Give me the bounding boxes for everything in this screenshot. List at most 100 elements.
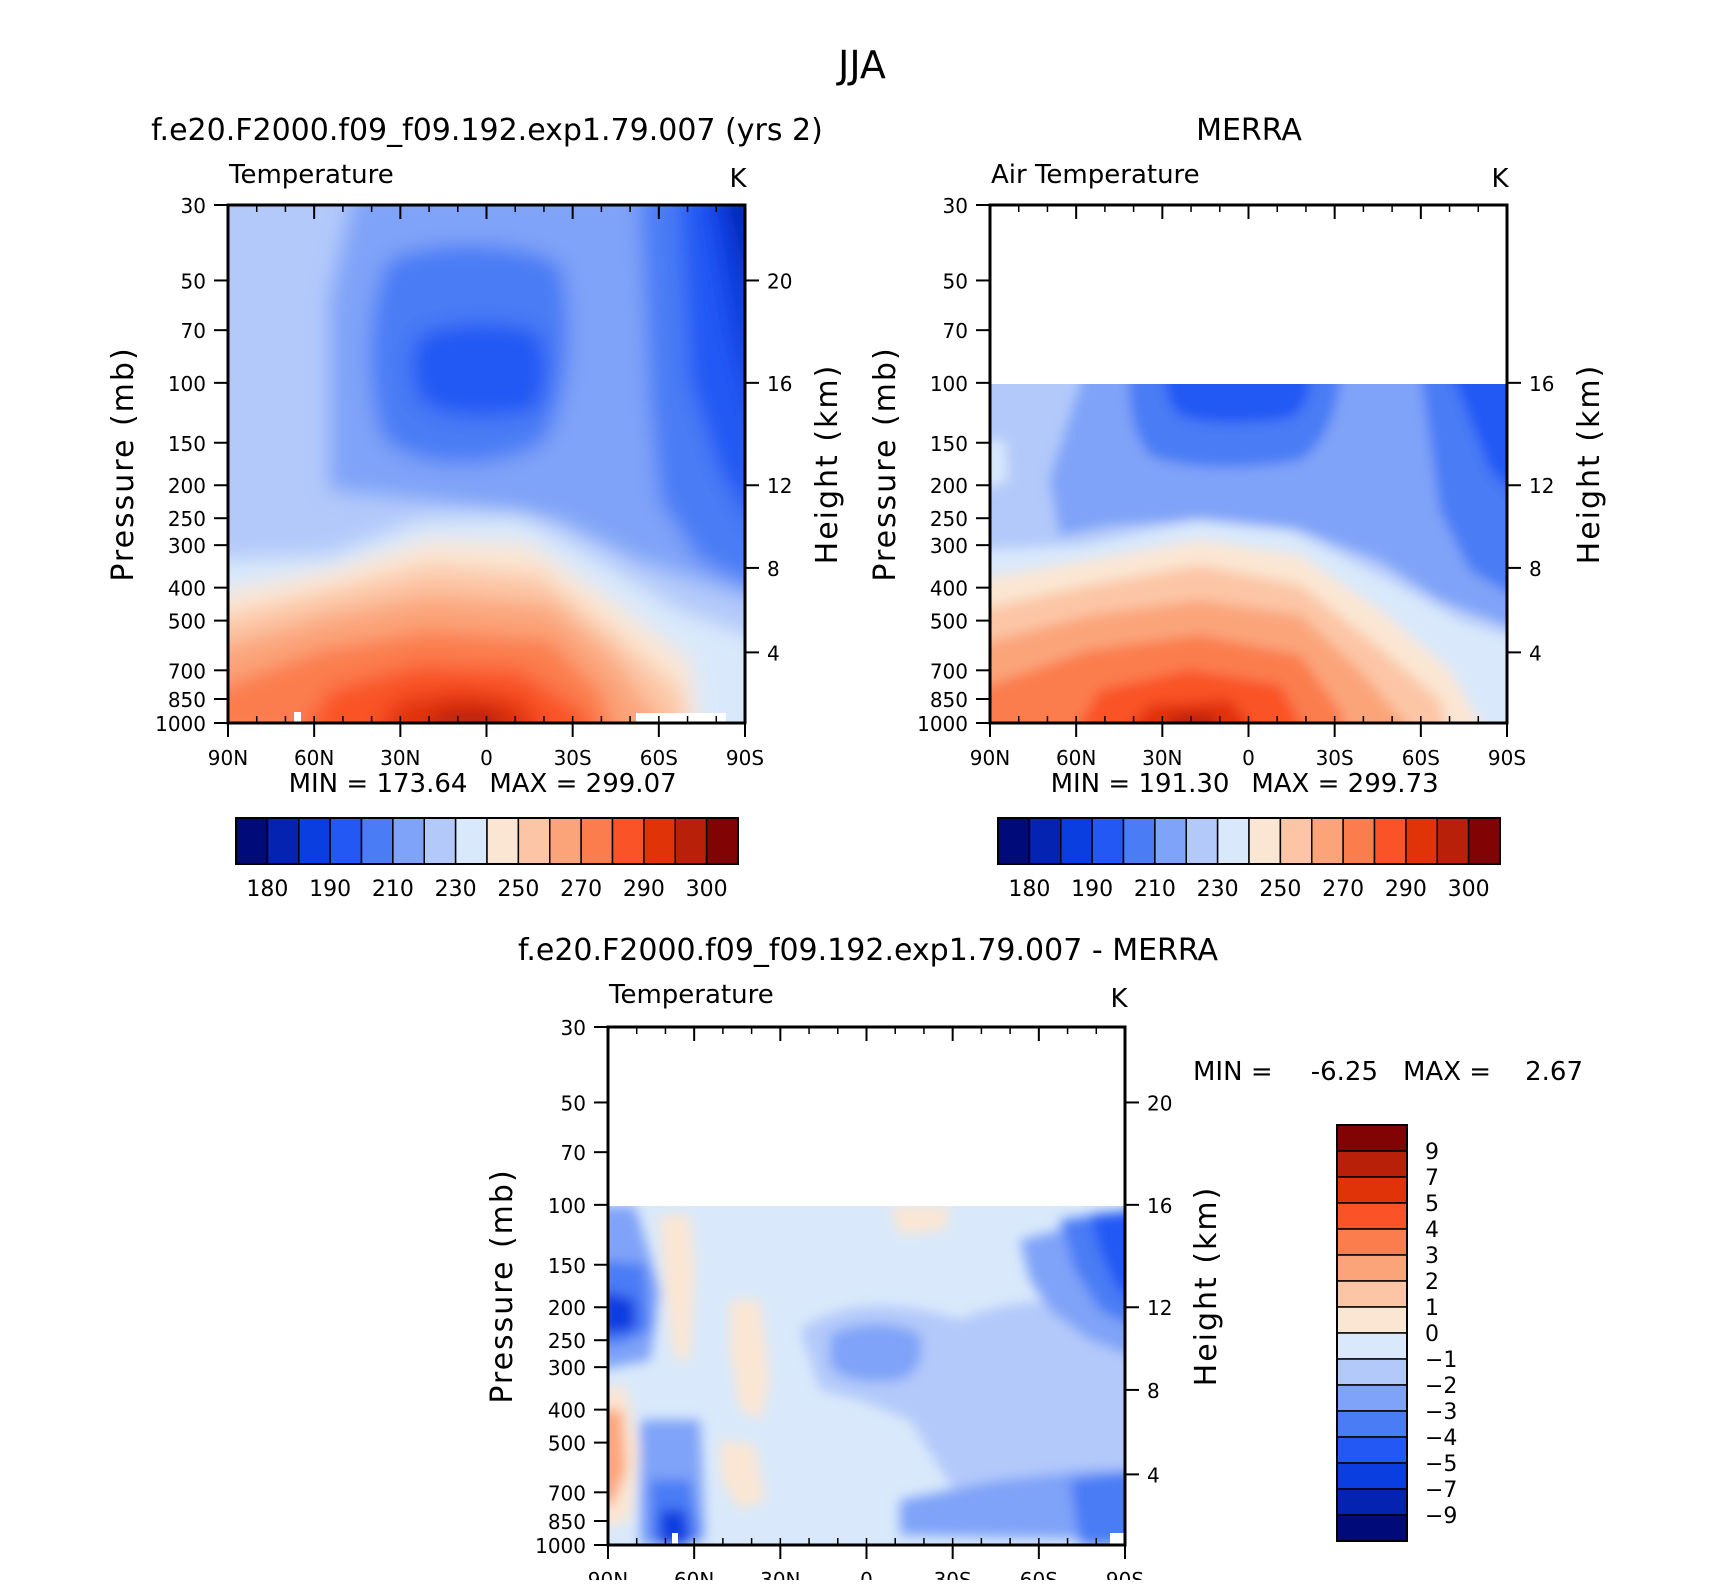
x-tick-label: 60N	[294, 746, 334, 770]
colorbar-cell	[1336, 1202, 1408, 1230]
y-tick-label: 700	[548, 1481, 586, 1505]
y-tick-label: 700	[168, 659, 206, 683]
y-tick-label: 1000	[535, 1534, 586, 1558]
colorbar-cell	[486, 817, 520, 865]
y-tick-label: 250	[930, 507, 968, 531]
y-tick-label: 250	[548, 1329, 586, 1353]
colorbar-cell	[674, 817, 708, 865]
colorbar-frame	[997, 817, 1501, 865]
x-tick-label: 30S	[554, 746, 592, 770]
y-tick-label: 30	[943, 194, 968, 218]
colorbar-label: −2	[1425, 1374, 1457, 1399]
y-tick-label: 50	[943, 269, 968, 293]
y-tick-label: 400	[930, 577, 968, 601]
y-tick-label: 850	[930, 688, 968, 712]
height-tick-label: 12	[1529, 474, 1554, 498]
colorbar-cell	[517, 817, 551, 865]
colorbar-label: 270	[1322, 877, 1364, 902]
colorbar-label: 180	[246, 877, 288, 902]
colorbar-label: 2	[1425, 1270, 1439, 1295]
diff-region-nh-pos2	[608, 1410, 626, 1505]
height-tick-label: 12	[1147, 1296, 1172, 1320]
y-tick-label: 30	[561, 1016, 586, 1040]
x-tick-label: 60N	[1056, 746, 1096, 770]
y-tick-label: 200	[548, 1296, 586, 1320]
colorbar-cell	[580, 817, 614, 865]
colorbar-cell	[423, 817, 457, 865]
merra-field	[990, 384, 1507, 723]
y-tick-label: 300	[548, 1356, 586, 1380]
height-tick-label: 16	[767, 372, 792, 396]
colorbar-cell	[1122, 817, 1156, 865]
height-tick-label: 16	[1529, 372, 1554, 396]
y-tick-label: 300	[168, 534, 206, 558]
model-min: MIN = 173.64	[289, 769, 468, 799]
colorbar-cell	[1336, 1150, 1408, 1178]
colorbar-cell	[1336, 1254, 1408, 1282]
diff-region-pos1-low	[720, 1440, 765, 1510]
height-tick-label: 12	[767, 474, 792, 498]
colorbar-label: 3	[1425, 1244, 1439, 1269]
colorbar-cell	[1279, 817, 1313, 865]
colorbar-cell	[1373, 817, 1407, 865]
diff-title: f.e20.F2000.f09_f09.192.exp1.79.007 - ME…	[518, 933, 1219, 968]
colorbar-label: 250	[497, 877, 539, 902]
merra-ylabel: Pressure (mb)	[868, 346, 903, 581]
colorbar-label: −9	[1425, 1504, 1457, 1529]
y-tick-label: 50	[181, 269, 206, 293]
colorbar-cell	[1467, 817, 1501, 865]
height-tick-label: 8	[767, 557, 780, 581]
colorbar-label: 190	[309, 877, 351, 902]
colorbar-cell	[643, 817, 676, 865]
x-tick-label: 0	[1242, 746, 1255, 770]
height-tick-label: 20	[1147, 1091, 1172, 1115]
y-tick-label: 100	[930, 372, 968, 396]
merra-units: K	[1491, 164, 1509, 194]
height-tick-label: 4	[1147, 1463, 1160, 1487]
diff-region-neg1-right	[950, 1360, 1080, 1470]
colorbar-cell	[454, 817, 488, 865]
x-tick-label: 30N	[1142, 746, 1182, 770]
colorbar-cell	[235, 817, 269, 865]
merra-colorbar: 180 190 210 230 250 270 290 300	[997, 817, 1501, 902]
colorbar-cell	[1185, 817, 1219, 865]
model-missing-patch	[294, 712, 301, 723]
colorbar-cell	[1336, 1280, 1408, 1308]
diff-ylabel: Pressure (mb)	[485, 1168, 520, 1403]
colorbar-label: 5	[1425, 1192, 1439, 1217]
y-tick-label: 300	[930, 534, 968, 558]
y-tick-label: 700	[930, 659, 968, 683]
x-tick-label: 60S	[1402, 746, 1440, 770]
colorbar-frame	[235, 817, 739, 865]
y-tick-label: 150	[930, 432, 968, 456]
merra-variable: Air Temperature	[991, 160, 1200, 190]
colorbar-cell	[1336, 1410, 1408, 1438]
colorbar-label: −1	[1425, 1348, 1457, 1373]
colorbar-cell	[705, 817, 739, 865]
colorbar-cell	[1216, 817, 1250, 865]
figure-title: JJA	[836, 43, 886, 87]
y-tick-label: 30	[181, 194, 206, 218]
diff-max-label: MAX =	[1403, 1057, 1491, 1087]
x-tick-label: 90S	[1488, 746, 1526, 770]
colorbar-cell	[1336, 1358, 1408, 1386]
model-sh-160	[728, 205, 745, 268]
y-tick-label: 50	[561, 1091, 586, 1115]
colorbar-cell	[1311, 817, 1344, 865]
y-tick-label: 100	[548, 1194, 586, 1218]
y-tick-label: 400	[548, 1399, 586, 1423]
merra-ylabel-right: Height (km)	[1572, 364, 1607, 565]
model-variable: Temperature	[228, 160, 394, 190]
colorbar-frame	[1336, 1124, 1408, 1542]
colorbar-cell	[329, 817, 363, 865]
colorbar-cell	[1336, 1228, 1408, 1256]
colorbar-cell	[1436, 817, 1470, 865]
diff-region-pos1-mid	[730, 1300, 770, 1420]
x-tick-label: 90N	[208, 746, 248, 770]
diff-missing-patch	[1110, 1533, 1125, 1545]
y-tick-label: 850	[548, 1510, 586, 1534]
colorbar-cell	[1336, 1436, 1408, 1464]
y-tick-label: 150	[168, 432, 206, 456]
x-tick-label: 30N	[380, 746, 420, 770]
